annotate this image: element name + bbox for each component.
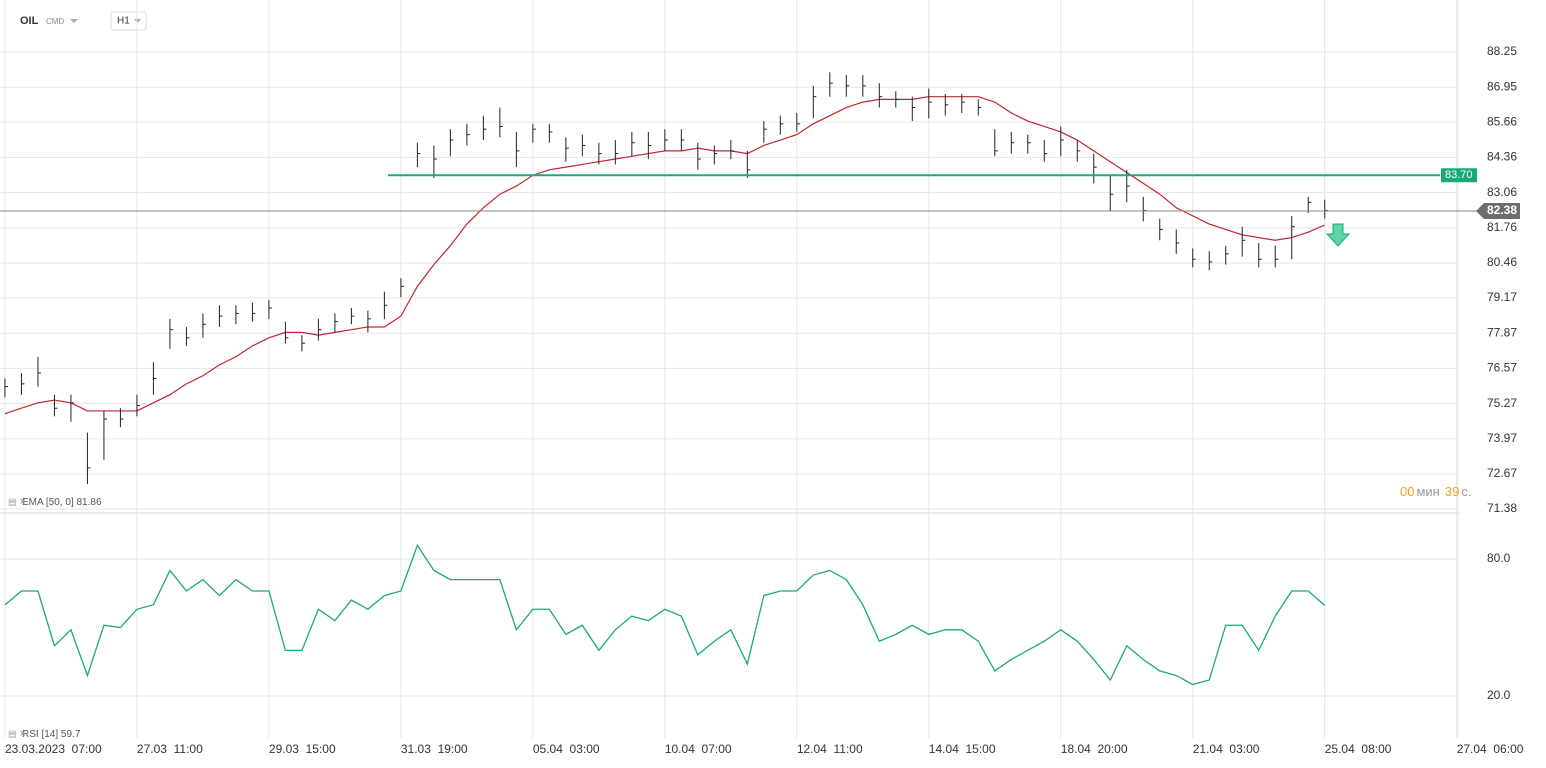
x-tick-label: 14.04 15:00 [929, 742, 996, 756]
timer: 00 мин 39 с. [1400, 484, 1471, 499]
y-tick-label: 79.17 [1487, 290, 1517, 304]
x-tick-label: 10.04 07:00 [665, 742, 732, 756]
x-tick-label: 05.04 03:00 [533, 742, 600, 756]
y-tick-label: 71.38 [1487, 501, 1517, 515]
x-tick-label: 29.03 15:00 [269, 742, 336, 756]
rsi-legend: RSI [14] 59.7 [22, 729, 81, 740]
y-tick-label: 81.76 [1487, 220, 1517, 234]
x-tick-label: 18.04 20:00 [1061, 742, 1128, 756]
y-tick-label: 88.25 [1487, 44, 1517, 58]
y-tick-label: 83.06 [1487, 185, 1517, 199]
y-tick-label: 72.67 [1487, 466, 1517, 480]
dropdown[interactable] [70, 19, 78, 23]
y-tick-label: 77.87 [1487, 325, 1517, 339]
ema-value: 81.86 [76, 497, 101, 508]
rsi-name: RSI [14] [22, 729, 58, 740]
rsi-line [4, 543, 1326, 686]
y-tick-label: 80.46 [1487, 255, 1517, 269]
x-tick-label: 12.04 11:00 [797, 742, 863, 756]
indicator-icons[interactable]: ▤ ✕ [8, 728, 27, 738]
x-tick-label: 25.04 08:00 [1325, 742, 1392, 756]
timer-min-label: мин [1416, 484, 1439, 499]
timer-seconds: 39 [1445, 484, 1459, 499]
rsi-value: 59.7 [61, 729, 81, 740]
x-tick-label: 23.03.2023 07:00 [5, 742, 102, 756]
y-tick-label: 75.27 [1487, 396, 1517, 410]
ema-name: EMA [50, 0] [22, 497, 74, 508]
x-tick-label: 27.04 06:00 [1457, 742, 1524, 756]
sell-signal [1325, 223, 1351, 247]
market: CMD [46, 17, 64, 26]
last-price-tag [1476, 203, 1520, 220]
y-tick-label: 76.57 [1487, 361, 1517, 375]
ema-legend: EMA [50, 0] 81.86 [22, 497, 102, 508]
dropdown [134, 19, 141, 23]
y-tick-label: 20.0 [1487, 688, 1511, 702]
x-tick-label: 21.04 03:00 [1193, 742, 1260, 756]
timer-minutes: 00 [1400, 484, 1414, 499]
last-price-label: 82.38 [1487, 203, 1517, 217]
indicator-icons[interactable]: ▤ ✕ [8, 496, 27, 506]
level-label: 83.70 [1445, 169, 1473, 181]
x-tick-label: 27.03 11:00 [137, 742, 203, 756]
y-tick-label: 85.66 [1487, 114, 1517, 128]
level-tag [1441, 168, 1477, 183]
y-tick-label: 84.36 [1487, 150, 1517, 164]
y-tick-label: 80.0 [1487, 551, 1511, 565]
timeframe[interactable]: H1 [117, 16, 130, 27]
y-tick-label: 73.97 [1487, 431, 1517, 445]
symbol[interactable]: OIL [20, 15, 39, 27]
timer-sec-label: с. [1461, 484, 1471, 499]
y-tick-label: 86.95 [1487, 79, 1517, 93]
x-tick-label: 31.03 19:00 [401, 742, 468, 756]
